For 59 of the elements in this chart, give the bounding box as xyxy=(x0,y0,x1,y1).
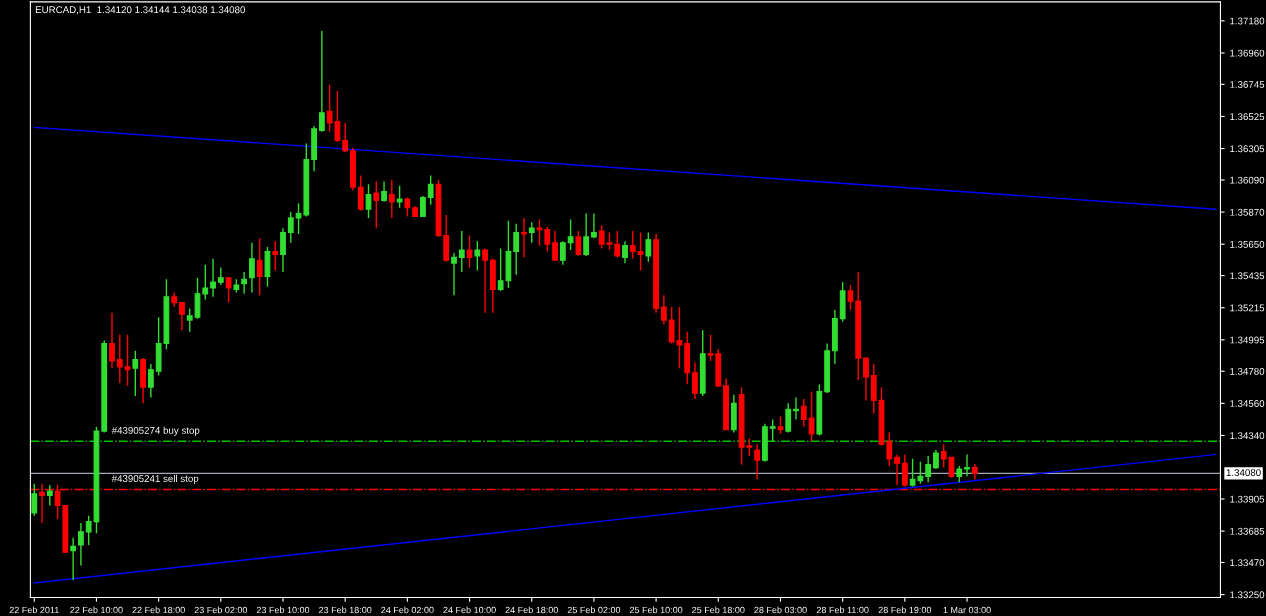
candlestick xyxy=(202,263,209,301)
x-tick-label: 1 Mar 03:00 xyxy=(943,606,991,614)
candlestick xyxy=(847,284,854,311)
candlestick xyxy=(575,230,582,257)
chart-title: EURCAD,H1 1.34120 1.34144 1.34038 1.34080 xyxy=(35,6,246,15)
candlestick xyxy=(373,180,380,229)
candlestick xyxy=(629,230,636,260)
y-tick-label: 1.34340 xyxy=(1230,432,1265,440)
candlestick xyxy=(458,230,465,273)
y-tick-label: 1.36090 xyxy=(1230,176,1265,184)
x-tick-label: 28 Feb 03:00 xyxy=(754,606,807,614)
y-tick-label: 1.35435 xyxy=(1230,272,1265,280)
y-tick-label: 1.36745 xyxy=(1230,81,1265,88)
y-tick-label: 1.34995 xyxy=(1230,336,1265,344)
ref-line-label: #43905241 sell stop xyxy=(111,474,199,484)
x-tick-label: 24 Feb 10:00 xyxy=(443,606,496,614)
y-tick-label: 1.34780 xyxy=(1230,367,1265,375)
candlestick xyxy=(124,334,131,387)
candlestick xyxy=(466,234,473,269)
y-tick-label: 1.36960 xyxy=(1230,49,1265,57)
y-tick-label: 1.33905 xyxy=(1230,495,1265,503)
y-tick-label: 1.34560 xyxy=(1230,400,1265,407)
y-tick-label: 1.36525 xyxy=(1230,113,1265,121)
candlestick xyxy=(225,277,232,304)
candlestick xyxy=(474,240,481,272)
ref-line-label: 1.34080 xyxy=(1226,469,1261,477)
candlestick xyxy=(769,418,776,442)
y-tick-label: 1.33685 xyxy=(1230,527,1265,535)
x-tick-label: 25 Feb 10:00 xyxy=(629,606,683,614)
y-tick-label: 1.36305 xyxy=(1230,145,1265,153)
x-tick-label: 25 Feb 02:00 xyxy=(567,606,621,614)
candlestick xyxy=(808,390,815,442)
candlestick xyxy=(272,240,279,272)
y-tick-label: 1.35870 xyxy=(1230,208,1265,216)
y-tick-label: 1.37180 xyxy=(1230,17,1265,25)
candlestick xyxy=(637,231,644,272)
candlestick xyxy=(645,231,652,263)
candlestick xyxy=(528,221,535,244)
candlestick xyxy=(396,185,403,209)
x-tick-label: 22 Feb 10:00 xyxy=(70,606,123,614)
x-tick-label: 25 Feb 18:00 xyxy=(692,606,745,614)
x-tick-label: 28 Feb 11:00 xyxy=(816,606,869,614)
ref-line-label: #43905274 buy stop xyxy=(111,426,200,436)
x-tick-label: 22 Feb 2011 xyxy=(9,606,59,614)
x-tick-label: 23 Feb 10:00 xyxy=(256,606,310,614)
candlestick xyxy=(567,218,574,251)
candlestick xyxy=(287,211,294,244)
y-tick-label: 1.33250 xyxy=(1230,591,1265,599)
x-tick-label: 24 Feb 18:00 xyxy=(505,606,558,614)
x-tick-label: 23 Feb 02:00 xyxy=(194,606,248,614)
candlestick xyxy=(186,307,193,333)
candlestick xyxy=(544,225,551,253)
x-tick-label: 22 Feb 18:00 xyxy=(132,606,185,614)
x-tick-label: 28 Feb 19:00 xyxy=(878,606,932,614)
y-tick-label: 1.33470 xyxy=(1230,559,1265,567)
y-tick-label: 1.35650 xyxy=(1230,240,1265,248)
y-tick-label: 1.35215 xyxy=(1230,304,1265,312)
x-tick-label: 23 Feb 18:00 xyxy=(319,606,372,614)
x-tick-label: 24 Feb 02:00 xyxy=(381,606,434,614)
